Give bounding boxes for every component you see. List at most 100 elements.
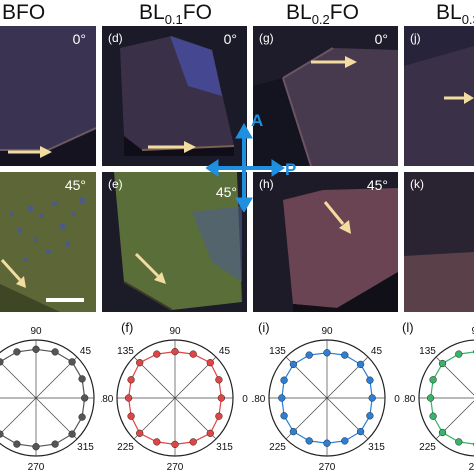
panel-d: (d) 0° [102,26,247,166]
polar-gridline [435,400,474,440]
polar-panel-label: (l) [402,320,414,335]
angle-label: 0° [374,31,388,47]
micrograph-bl01-45deg [102,172,247,312]
polar-point-315 [206,429,214,437]
polar-point-225 [289,427,298,436]
polar-tick-label-270: 270 [28,462,45,473]
header-bl02: BL0.2FO [286,0,359,27]
polar-tick-label-90: 90 [471,326,474,337]
header-bl02-sub: 0.2 [311,12,330,27]
polar-point-180 [278,394,286,402]
polar-gridline [435,356,474,396]
polar-point-337.5 [78,413,86,421]
header-bfo-base: BFO [2,1,46,24]
polarizer-label: P [285,160,297,179]
angle-label: 0° [223,31,237,47]
polar-point-112.5 [13,348,21,356]
header-bl02-base: BL [286,1,312,24]
polar-tick-label-135: 135 [269,346,286,357]
polar-point-202.5 [280,412,288,420]
polar-gridline [0,361,78,440]
polar-point-135 [0,358,4,366]
polar-point-225 [136,429,144,437]
polar-tick-label-180: 180 [403,394,416,405]
header-bl01-suffix: FO [182,1,212,24]
polar-series-line [0,348,86,448]
header-bl01-base: BL [139,1,165,24]
polar-point-315 [68,430,76,438]
polar-point-270 [32,443,40,451]
polar-panel-label: (f) [121,320,134,335]
angle-label: 45° [366,177,388,193]
polar-point-270 [171,440,179,449]
arrow-left-icon [206,159,219,177]
panel-e: (e) 45° [102,172,247,312]
polar-tick-label-225: 225 [269,442,286,453]
panel-c-top: 0° [0,26,96,166]
panel-label: (j) [410,31,421,45]
polar-tick-label-180: 180 [101,394,114,405]
polar-point-202.5 [127,412,135,420]
micrograph-bl02-45deg [253,172,398,312]
panel-j: (j) [404,26,474,166]
polar-point-225 [438,428,447,437]
arrow-right-icon [271,159,285,177]
arrow-icon [148,141,196,153]
polar-point-135 [136,359,144,367]
header-bl03-sub: 0.3 [461,12,474,27]
panel-k: (k) [404,172,474,312]
panel-c-bottom: 45° [0,172,96,312]
arrow-icon [8,146,52,158]
polar-tick-label-270: 270 [319,462,336,473]
polar-point-45 [356,360,365,369]
polar-point-292.5 [341,437,349,445]
polar-tick-label-315: 315 [216,442,233,453]
polar-tick-label-90: 90 [321,326,333,337]
polar-plot-bfo: 04590135180225270315 [0,326,95,473]
polar-tick-label-0: 0 [394,394,400,405]
polar-point-67.5 [51,348,59,356]
polar-point-22.5 [366,376,374,384]
header-bfo: BFO [2,0,45,26]
polar-point-247.5 [13,440,21,448]
polar-tick-label-135: 135 [117,346,134,357]
polar-point-337.5 [366,412,374,420]
polar-point-135 [289,360,298,369]
polar-point-292.5 [189,438,197,446]
polar-tick-label-315: 315 [368,442,385,453]
panel-label: (d) [108,31,123,45]
polar-tick-label-225: 225 [117,442,134,453]
header-bl03-base: BL [436,1,462,24]
polarizer-analyzer-cross [206,122,285,212]
micrograph-bfo-45deg [0,172,96,312]
polar-point-315 [356,427,365,436]
polar-point-157.5 [127,376,135,384]
panel-label: (k) [410,177,424,191]
polar-point-22.5 [215,376,223,384]
polar-point-22.5 [78,375,86,383]
polar-tick-label-180: 180 [252,394,266,405]
polar-gridline [285,356,369,440]
header-bl03: BL0.3 [436,0,474,27]
arrow-up-icon [235,122,253,139]
polar-point-112.5 [153,350,161,358]
micrograph-bl01-0deg [102,26,247,166]
polar-plot-bl01: 0 45 90 135 180 225 270 315 [101,326,248,473]
polar-tick-label-270: 270 [167,462,184,473]
angle-label: 45° [64,177,86,193]
polar-gridline [133,356,217,440]
polar-point-90 [323,349,331,357]
polar-tick-label-315: 315 [77,442,94,453]
polar-point-247.5 [153,438,161,446]
micrograph-bl03-0deg [404,26,474,166]
polar-tick-label-135: 135 [419,346,436,357]
polar-point-225 [0,430,4,438]
arrow-icon [134,252,166,284]
polar-tick-label-45: 45 [371,346,383,357]
polar-point-202.5 [429,412,437,420]
polar-plot-bl02: 0 45 90 135 180 225 270 315 [252,326,400,473]
polar-point-112.5 [305,351,313,359]
polar-point-247.5 [455,438,463,446]
polar-point-337.5 [215,412,223,420]
polar-point-45 [68,358,76,366]
